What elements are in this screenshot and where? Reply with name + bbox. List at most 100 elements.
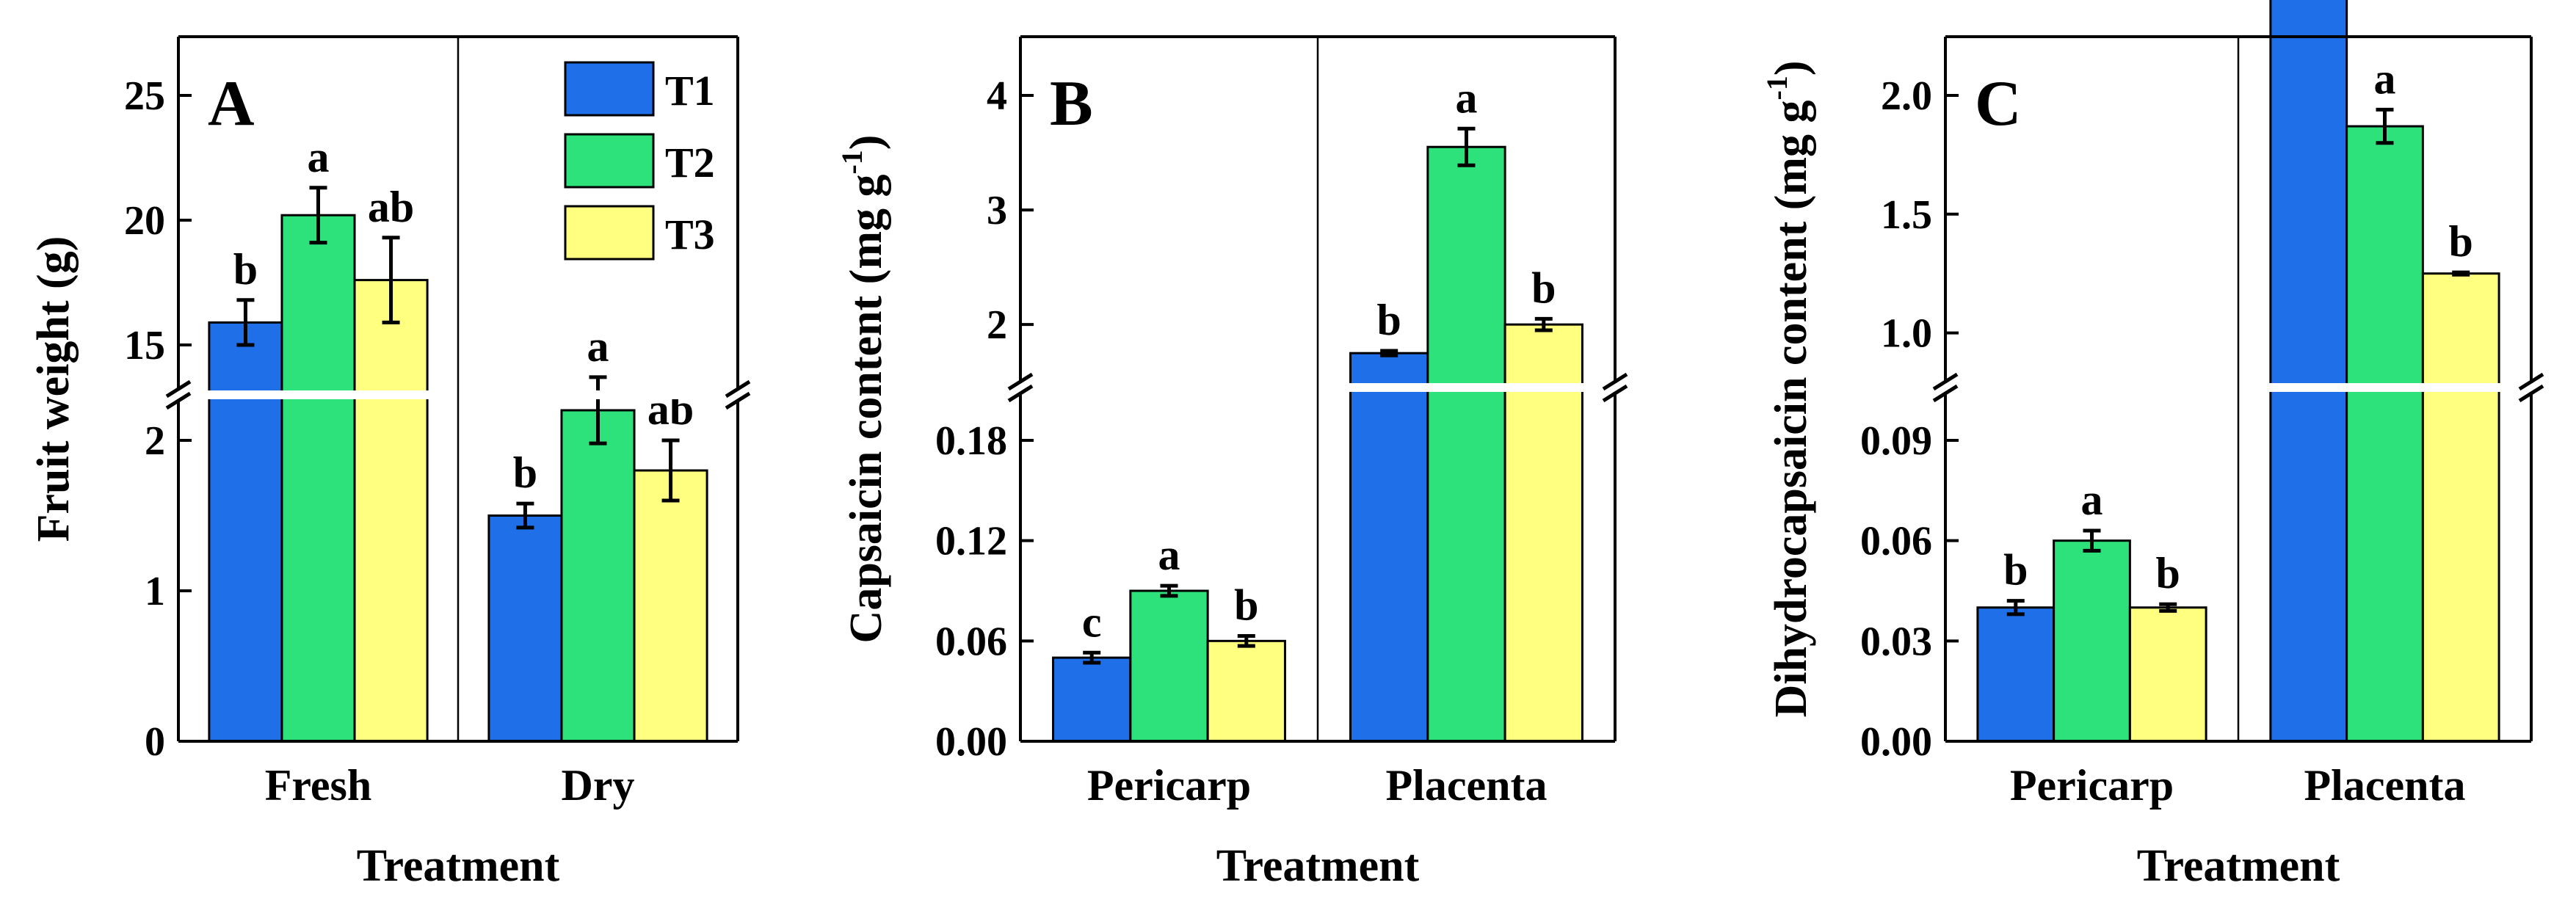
y-tick-label: 1 <box>145 569 165 614</box>
y-axis-title-superscript: -1 <box>835 150 868 174</box>
significance-letter: a <box>587 322 609 371</box>
error-bar <box>1160 583 1178 598</box>
y-tick-label: 0.12 <box>935 519 1007 564</box>
bar-t3-pericarp <box>2128 606 2207 743</box>
bar-t3-fresh <box>353 279 429 743</box>
significance-letter: ab <box>368 183 414 231</box>
bar-t2-pericarp <box>1129 589 1209 743</box>
significance-letter: b <box>1531 263 1556 312</box>
error-bar <box>1534 316 1553 332</box>
error-bar <box>2376 107 2394 145</box>
axis-break-mark <box>1932 372 1959 403</box>
bar-t2-fresh <box>280 214 356 743</box>
significance-letter: b <box>1234 581 1258 630</box>
bar-t2-dry <box>560 409 636 743</box>
y-axis-title-tail: ) <box>1766 60 1816 76</box>
x-category-label: Fresh <box>265 761 372 810</box>
x-category-label: Placenta <box>2304 761 2466 810</box>
bar-t3-pericarp <box>1206 639 1286 743</box>
x-axis-title: Treatment <box>2137 841 2340 891</box>
y-tick-label: 4 <box>987 73 1007 119</box>
x-axis-title: Treatment <box>1216 841 1420 891</box>
y-tick-label: 0.06 <box>935 619 1007 664</box>
error-bar <box>1380 349 1398 357</box>
panel-b: c b a a b b 0.00 0.06 0.12 0.18 2 3 4 Pericarp Placent… <box>835 35 1628 891</box>
panel-letter: A <box>208 68 255 139</box>
axis-break-mark <box>1007 372 1034 403</box>
legend-swatch-t2 <box>564 133 655 189</box>
bar-t2-pericarp <box>2053 539 2131 743</box>
y-tick-label: 15 <box>124 323 165 368</box>
y-tick-label: 0.00 <box>1860 719 1932 765</box>
y-tick-label: 0.09 <box>1860 418 1932 464</box>
y-axis-title-main: Dihydrocapsaicin content (mg g <box>1766 100 1816 717</box>
error-bar <box>1457 126 1476 167</box>
legend-label: T2 <box>665 139 715 186</box>
bar-t2-placenta <box>2345 125 2424 743</box>
legend-label: T1 <box>665 67 715 114</box>
axis-break-mark <box>2518 372 2544 403</box>
axis-break-mark <box>725 379 751 410</box>
significance-letter: b <box>2003 546 2028 594</box>
error-bar <box>309 186 327 245</box>
error-bar <box>2452 270 2470 277</box>
significance-letter: a <box>1158 531 1180 579</box>
significance-letter: a <box>2081 476 2103 524</box>
panel-letter: C <box>1975 68 2022 139</box>
y-tick-label: 20 <box>124 198 165 244</box>
y-tick-label: 1.0 <box>1881 311 1932 357</box>
y-tick-label: 0 <box>145 719 165 765</box>
x-category-label: Pericarp <box>1087 761 1251 810</box>
y-tick-label: 2 <box>145 418 165 464</box>
legend-swatch-t3 <box>564 205 655 261</box>
significance-letter: b <box>233 245 258 294</box>
error-bar <box>516 501 534 530</box>
y-axis-title-superscript: -1 <box>1760 76 1793 100</box>
significance-letter: a <box>308 133 330 181</box>
error-bar <box>661 438 680 503</box>
y-tick-label: 0.06 <box>1860 519 1932 564</box>
bar-t1-placenta <box>1349 352 1429 743</box>
y-tick-label: 0.18 <box>935 418 1007 464</box>
significance-letter: a <box>2374 54 2396 103</box>
bar-t3-dry <box>633 469 708 743</box>
error-bar <box>2159 602 2177 613</box>
legend-swatch-t1 <box>564 61 655 117</box>
y-tick-label: 2.0 <box>1881 73 1932 119</box>
significance-letter: a <box>1456 73 1478 122</box>
bar-t1-dry <box>487 514 563 743</box>
y-axis-title: Dihydrocapsaicin content (mg g-1) <box>1760 60 1816 717</box>
y-tick-label: 0.03 <box>1860 619 1932 664</box>
significance-letter: b <box>2449 217 2473 266</box>
bar-t3-placenta <box>2421 272 2500 743</box>
x-category-label: Dry <box>562 761 635 810</box>
significance-letter: b <box>513 448 537 497</box>
y-axis-title: Fruit weight (g) <box>29 236 79 542</box>
significance-letter: c <box>1082 597 1102 646</box>
plot-frame <box>1944 35 2533 743</box>
error-bar <box>1237 634 1255 648</box>
axis-break-mark <box>165 379 192 410</box>
legend: T1 T2 T3 <box>564 61 715 261</box>
error-bar <box>2006 599 2025 616</box>
y-tick-label: 25 <box>124 73 165 119</box>
bar-t2-placenta <box>1426 145 1506 743</box>
y-axis-title-tail: ) <box>841 135 891 150</box>
bar-t1-placenta <box>2269 0 2348 743</box>
error-bar <box>2083 528 2101 553</box>
x-category-label: Pericarp <box>2010 761 2174 810</box>
error-bar <box>589 375 607 445</box>
y-tick-label: 0.00 <box>935 719 1007 765</box>
axis-break-mark <box>1602 372 1628 403</box>
legend-label: T3 <box>665 211 715 258</box>
x-category-label: Placenta <box>1386 761 1548 810</box>
panel-c: bcaabb0.000.030.060.091.01.52.0PericarpP… <box>1760 0 2544 891</box>
significance-letter: b <box>1377 296 1401 344</box>
error-bar <box>236 298 255 347</box>
y-tick-label: 1.5 <box>1881 192 1932 238</box>
bar-t1-pericarp <box>1052 656 1132 743</box>
error-bar <box>1083 650 1101 665</box>
bar-t1-fresh <box>208 321 283 743</box>
